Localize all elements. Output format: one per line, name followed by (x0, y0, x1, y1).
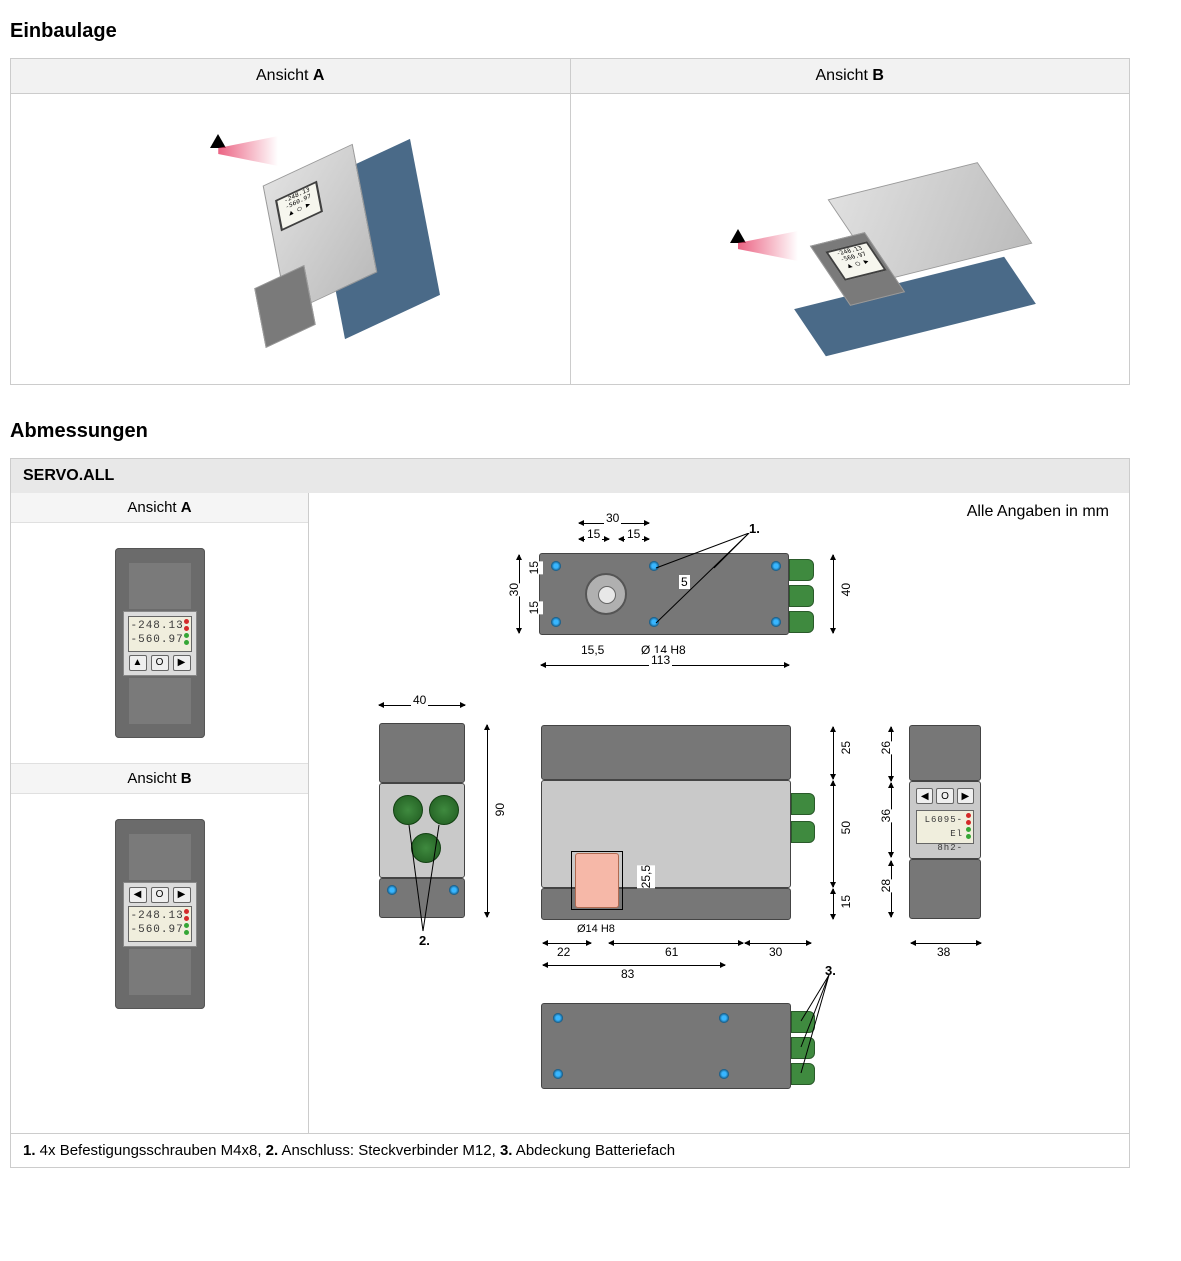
dim-label: 15,5 (579, 643, 606, 657)
shaft-bore (585, 573, 627, 615)
lcd-line: -248.13 (131, 909, 177, 923)
dim-label: 28 (877, 879, 895, 892)
caption-bold: 3. (500, 1142, 513, 1159)
dim-label: 15 (585, 527, 602, 541)
caption-text: 4x Befestigungsschrauben M4x8, (36, 1142, 266, 1159)
module-front-a: -248.13 -560.97 ▲ O (115, 548, 205, 738)
abmessungen-table: SERVO.ALL Ansicht A -248.13 -560.97 (10, 458, 1130, 1168)
dim-label: 30 (604, 511, 621, 525)
btn-ok-icon: O (151, 887, 169, 903)
dim-label: 38 (935, 945, 952, 959)
btn-ok-icon: O (936, 788, 953, 804)
module-lcd: -248.13 -560.97 (128, 616, 192, 652)
einbaulage-header-b: Ansicht B (571, 59, 1130, 93)
dim-label: 83 (619, 967, 636, 981)
led-column (184, 909, 189, 935)
leader-lines (789, 973, 839, 1093)
bottomview-body (541, 1003, 791, 1089)
btn-up-icon: ▲ (129, 655, 147, 671)
label-text: Ansicht (816, 67, 873, 84)
label-bold: A (181, 499, 192, 516)
dim-label: 15 (837, 895, 855, 908)
label-text: Ansicht (127, 499, 180, 516)
heading-einbaulage: Einbaulage (10, 20, 1171, 43)
abm-drawing-area: Alle Angaben in mm 30 (309, 493, 1129, 1133)
connector (791, 793, 815, 815)
lcd-line: -248.13 (131, 619, 177, 633)
einbaulage-image-a: -248.13 -560.97 ▲ ○ ▶ (11, 94, 571, 384)
abm-view-b: ◀ O ▶ -248.13 -560.97 (11, 794, 308, 1034)
abm-view-a: -248.13 -560.97 ▲ O (11, 523, 308, 763)
einbaulage-table: Ansicht A Ansicht B -248.13 -560.97 ▲ ○ … (10, 58, 1130, 385)
dim-label: 25 (837, 741, 855, 754)
dim-label: 26 (877, 741, 895, 754)
view-beam (218, 136, 278, 166)
module-lcd: -248.13 -560.97 (128, 906, 192, 942)
lcd-line: -560.97 (131, 923, 177, 937)
connector (789, 585, 814, 607)
leader-lines (405, 823, 445, 933)
rightview-top (909, 725, 981, 781)
abm-subhead-b: Ansicht B (11, 763, 308, 794)
btn-left-icon: ◀ (916, 788, 933, 804)
led-column (184, 619, 189, 645)
dim-label: 40 (411, 693, 428, 707)
label-text: Ansicht (256, 67, 313, 84)
view-beam (738, 231, 798, 261)
dim-label: 22 (555, 945, 572, 959)
eye-icon (730, 229, 746, 243)
rightview-mid: ◀ O ▶ L6095- El 8h2- (909, 781, 981, 859)
dim-label: 36 (877, 809, 895, 822)
sideview-top (541, 725, 791, 780)
einbaulage-header-a: Ansicht A (11, 59, 571, 93)
abm-left-column: Ansicht A -248.13 -560.97 (11, 493, 309, 1133)
abm-caption: 1. 4x Befestigungsschrauben M4x8, 2. Ans… (11, 1133, 1129, 1167)
caption-bold: 2. (266, 1142, 279, 1159)
dim-label: 25,5 (637, 865, 655, 888)
btn-right-icon: ▶ (173, 655, 191, 671)
abm-subhead-a: Ansicht A (11, 493, 308, 523)
dim-label: 30 (767, 945, 784, 959)
shaft-outline (571, 851, 623, 910)
label-bold: B (872, 67, 884, 84)
dim-label: 61 (663, 945, 680, 959)
dim-label: 15 (525, 601, 543, 614)
rightview-bot (909, 859, 981, 919)
connector (789, 559, 814, 581)
caption-bold: 1. (23, 1142, 36, 1159)
abm-product-title: SERVO.ALL (11, 459, 1129, 493)
btn-right-icon: ▶ (957, 788, 974, 804)
label-bold: A (313, 67, 325, 84)
heading-abmessungen: Abmessungen (10, 420, 1171, 443)
dim-label: 15 (625, 527, 642, 541)
dim-label: 50 (837, 821, 855, 834)
label-text: Ansicht (127, 770, 180, 787)
lcd-line: El 8h2- (919, 827, 963, 855)
dim-label: 113 (649, 653, 672, 667)
leader-lines (654, 533, 774, 633)
label-bold: B (181, 770, 192, 787)
module-front-b: ◀ O ▶ -248.13 -560.97 (115, 819, 205, 1009)
lcd-line: -560.97 (131, 633, 177, 647)
caption-text: Anschluss: Steckverbinder M12, (278, 1142, 500, 1159)
dim-label: 30 (505, 583, 523, 596)
connector (791, 821, 815, 843)
dim-label: 15 (525, 561, 543, 574)
connector (789, 611, 814, 633)
dim-label: 90 (491, 803, 509, 816)
einbaulage-image-b: -248.13 -560.97 ▲ ○ ▶ (571, 94, 1130, 384)
callout-2: 2. (419, 933, 430, 948)
motor-base (255, 265, 316, 348)
btn-left-icon: ◀ (129, 887, 147, 903)
eye-icon (210, 134, 226, 148)
btn-ok-icon: O (151, 655, 169, 671)
lcd-line: L6095- (919, 813, 963, 827)
caption-text: Abdeckung Batteriefach (512, 1142, 675, 1159)
dim-label: Ø14 H8 (575, 923, 617, 935)
endview-top (379, 723, 465, 783)
units-note: Alle Angaben in mm (967, 503, 1109, 521)
btn-right-icon: ▶ (173, 887, 191, 903)
dim-label: 40 (837, 583, 855, 596)
